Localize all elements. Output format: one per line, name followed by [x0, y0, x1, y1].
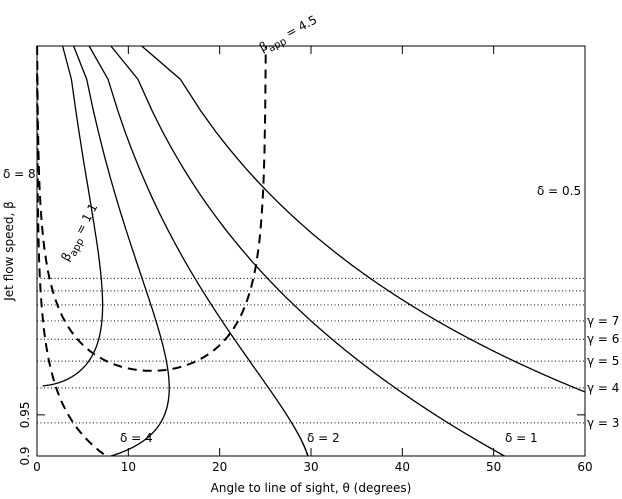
doppler-curves: [42, 45, 585, 457]
x-axis-label: Angle to line of sight, θ (degrees): [211, 481, 412, 495]
beta-app-label: βapp = 1.1: [58, 201, 104, 265]
beta-app-curve: [36, 45, 267, 372]
axis-ticks: 0 10 20 30 40 50 60 0.9 0.95: [18, 46, 593, 474]
x-tick-label: 20: [212, 460, 227, 474]
x-tick-label: 10: [121, 460, 136, 474]
doppler-label: δ = 0.5: [537, 184, 581, 198]
y-tick-label: 0.95: [18, 401, 32, 428]
doppler-curve: [42, 45, 104, 387]
beta-app-curves: [36, 45, 267, 457]
doppler-label: δ = 1: [505, 431, 538, 445]
doppler-label: δ = 8: [3, 167, 36, 181]
x-tick-label: 40: [395, 460, 410, 474]
beta-subscript: app: [68, 237, 87, 259]
gamma-label: γ = 5: [587, 354, 619, 368]
gamma-lines: [37, 277, 585, 424]
annotations: γ = 3 γ = 4 γ = 5 γ = 6 γ = 7 δ = 0.5 δ = 1 δ =…: [3, 13, 619, 445]
plot-frame: [36, 45, 586, 457]
doppler-curve: [88, 45, 309, 457]
x-tick-label: 60: [577, 460, 592, 474]
y-tick-label: 0.9: [18, 446, 32, 465]
gamma-label: γ = 6: [587, 332, 619, 346]
doppler-label: δ = 4: [120, 431, 153, 445]
beta-app-curve: [36, 73, 107, 457]
doppler-curve: [110, 45, 505, 457]
gamma-label: γ = 3: [587, 416, 619, 430]
doppler-label: δ = 2: [307, 431, 340, 445]
gamma-label: γ = 4: [587, 381, 619, 395]
doppler-curve: [141, 45, 585, 393]
beta-value: = 4.5: [280, 13, 319, 43]
beta-app-label: βapp = 4.5: [257, 13, 321, 59]
y-axis-label: Jet flow speed, β: [2, 201, 16, 302]
x-tick-label: 50: [486, 460, 501, 474]
x-tick-label: 30: [303, 460, 318, 474]
doppler-curve: [72, 45, 170, 457]
x-tick-label: 0: [33, 460, 41, 474]
gamma-label: γ = 7: [587, 314, 619, 328]
